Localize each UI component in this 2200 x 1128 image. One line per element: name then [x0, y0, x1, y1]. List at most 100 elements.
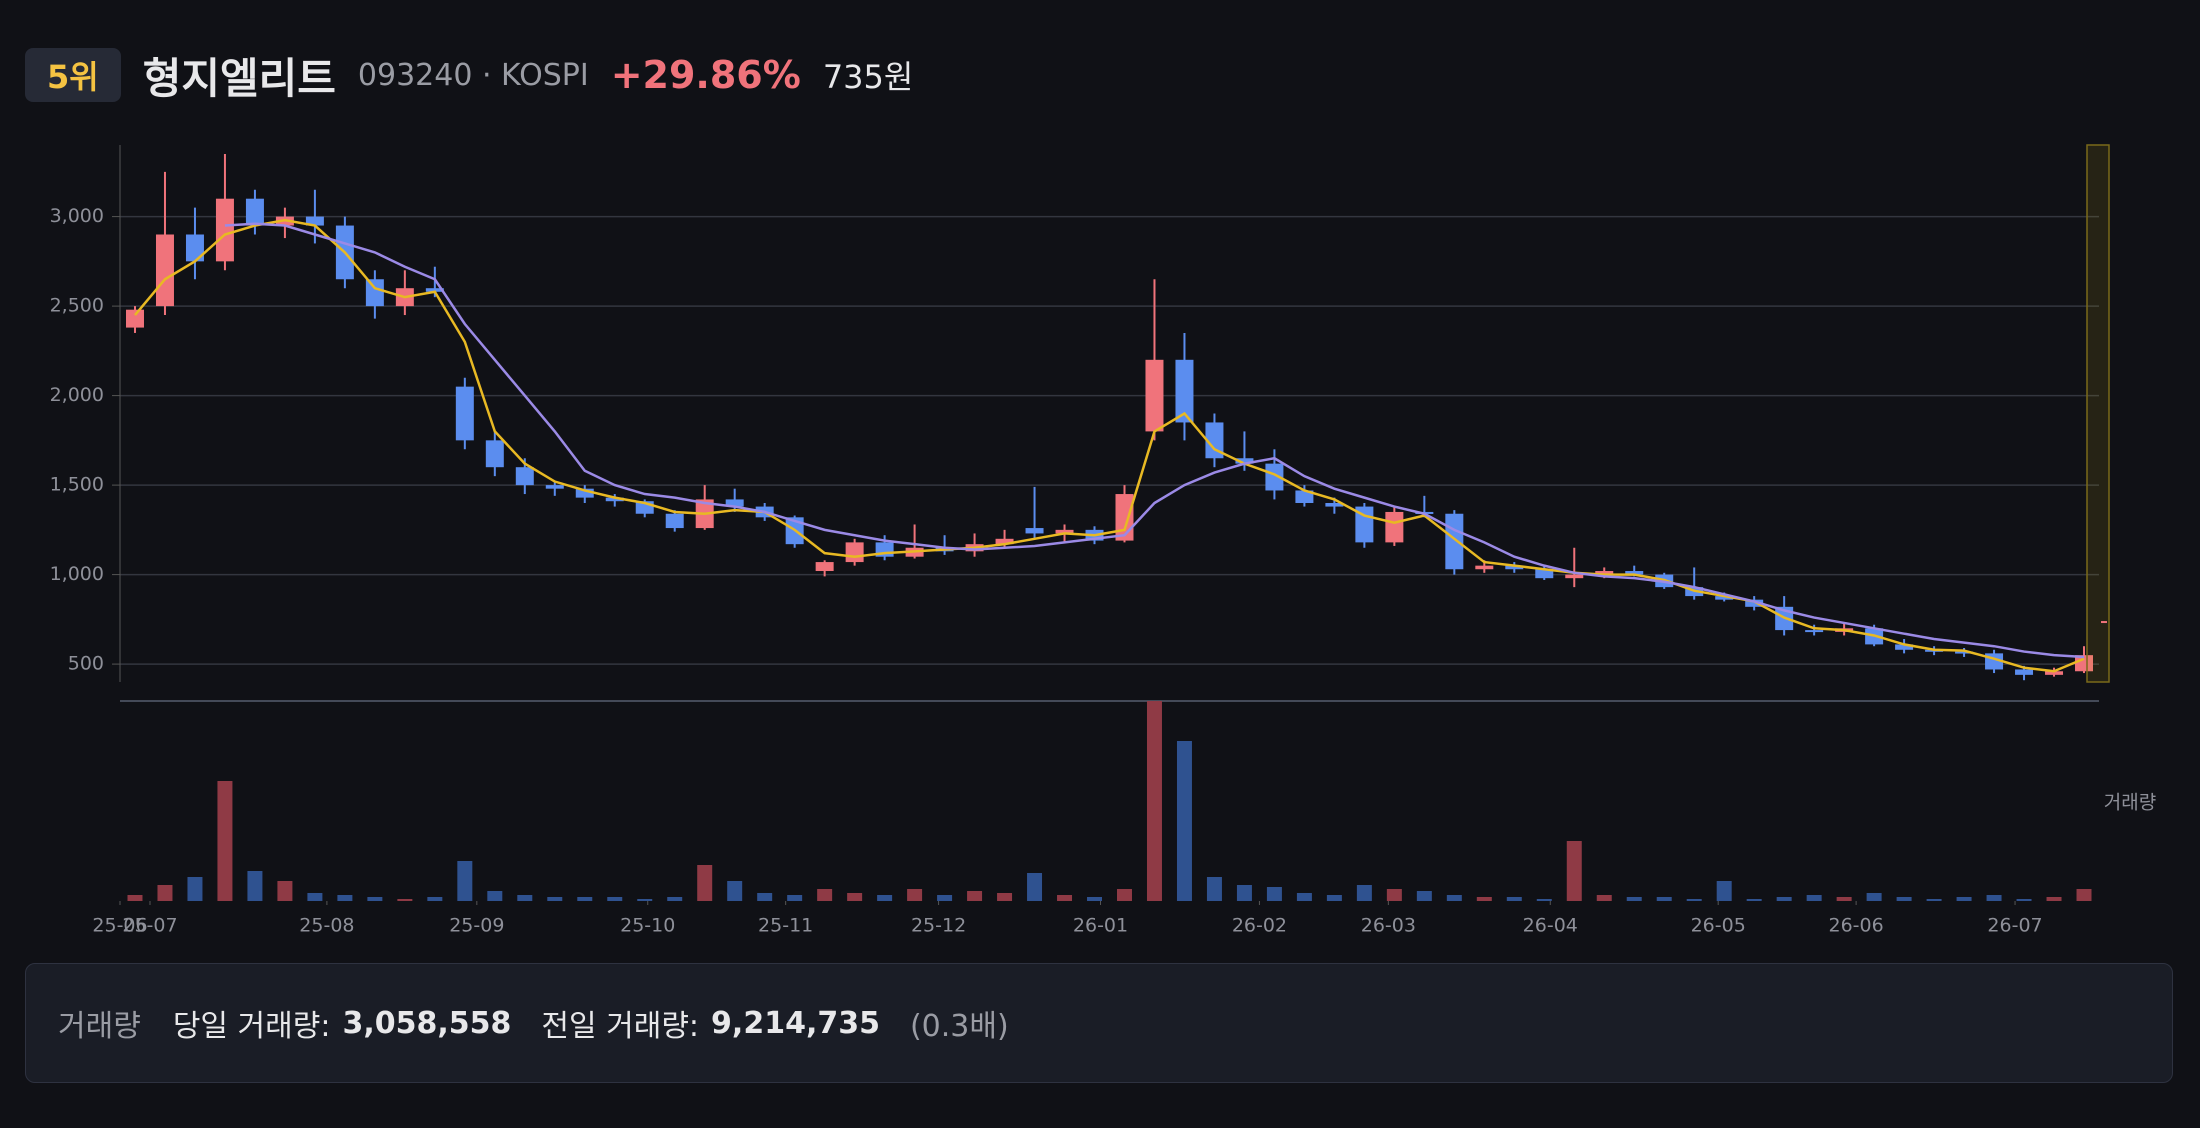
header: 5위 형지엘리트 093240 · KOSPI +29.86% 735원: [25, 48, 914, 103]
candle-body: [365, 279, 384, 307]
volume-bar: [1476, 897, 1492, 901]
stock-code: 093240 · KOSPI: [357, 57, 589, 93]
x-tick-label: 25-08: [299, 915, 354, 937]
candle-body: [125, 309, 144, 328]
volume-bar: [667, 897, 683, 901]
volume-bar: [1266, 887, 1282, 901]
candle-body: [1475, 565, 1494, 570]
volume-bar: [817, 889, 833, 901]
volume-bar: [1596, 895, 1612, 901]
candle-body: [1025, 528, 1044, 534]
x-tick-label: 26-05: [1691, 915, 1746, 937]
candle-body: [1535, 569, 1554, 579]
volume-bar: [397, 899, 413, 901]
volume-bar: [1057, 895, 1073, 901]
today-label: 당일 거래량:: [172, 1009, 331, 1044]
x-tick-label: 26-07: [1987, 915, 2042, 937]
volume-bar: [1087, 897, 1103, 901]
volume-bar: [1146, 701, 1162, 901]
volume-label: 거래량: [2104, 792, 2156, 814]
x-tick-label: 26-04: [1523, 915, 1578, 937]
volume-bar: [1626, 897, 1642, 901]
change-rate: +29.86%: [610, 53, 801, 97]
candle-body: [215, 198, 234, 262]
volume-bar: [1866, 893, 1882, 901]
y-tick-label: 1,000: [50, 563, 104, 585]
volume-bar: [1896, 897, 1912, 901]
candle-body: [545, 485, 564, 489]
candle-body: [1235, 458, 1254, 464]
current-range: [2086, 144, 2110, 683]
candle-body: [1805, 630, 1824, 633]
price: 735원: [822, 58, 914, 96]
candle-body: [425, 288, 444, 292]
volume-bar: [187, 877, 203, 901]
candle-body: [995, 538, 1014, 545]
volume-bar: [547, 897, 563, 901]
candle-body: [1895, 644, 1914, 650]
volume-bar: [2016, 899, 2032, 901]
candle-body: [1175, 359, 1194, 423]
prev-label: 전일 거래량:: [541, 1009, 700, 1044]
candle-body: [1715, 596, 1734, 600]
volume-bar: [217, 781, 233, 901]
candle-body: [155, 234, 174, 307]
volume-bar: [2076, 889, 2092, 901]
volume-bar: [1986, 895, 2002, 901]
candle-body: [1145, 359, 1164, 432]
volume-bar: [1536, 899, 1552, 901]
volume-bar: [1686, 899, 1702, 901]
volume-bar: [727, 881, 743, 901]
candle-body: [2075, 655, 2094, 672]
candle-body: [1955, 651, 1974, 654]
volume-bar: [1776, 897, 1792, 901]
x-tick-label: 25-06: [92, 915, 147, 937]
candle-body: [605, 497, 624, 502]
volume-bar: [1656, 897, 1672, 901]
x-tick-label: 26-01: [1073, 915, 1128, 937]
panel-label: 거래량: [58, 1009, 141, 1044]
x-tick-label: 25-11: [758, 915, 813, 937]
candle-body: [2045, 671, 2064, 675]
candle-body: [845, 542, 864, 563]
y-tick-label: 1,500: [50, 474, 104, 496]
today-volume: 3,058,558: [342, 1005, 512, 1041]
candle-body: [1625, 571, 1644, 575]
volume-bar: [1836, 897, 1852, 901]
candle-body: [515, 467, 534, 486]
volume-bar: [2046, 897, 2062, 901]
volume-bar: [367, 897, 383, 901]
volume-bar: [487, 891, 503, 901]
candle-body: [455, 386, 474, 441]
x-tick-label: 26-02: [1232, 915, 1287, 937]
volume-bar: [1716, 881, 1732, 901]
candle-body: [815, 562, 834, 572]
chart: 거래량 5001,0001,5002,0002,5003,00025-0625-…: [50, 144, 2156, 937]
volume-bar: [1356, 885, 1372, 901]
candle-body: [1265, 463, 1284, 491]
candle-body: [665, 513, 684, 529]
volume-bar: [157, 885, 173, 901]
volume-bar: [907, 889, 923, 901]
volume-bar: [847, 893, 863, 901]
volume-bar: [1806, 895, 1822, 901]
ma-line: [224, 222, 2085, 659]
x-tick-label: 26-06: [1829, 915, 1884, 937]
volume-bar: [517, 895, 533, 901]
volume-bar: [997, 893, 1013, 901]
candle-body: [1385, 511, 1404, 543]
volume-bar: [937, 895, 953, 901]
candle-body: [1505, 565, 1524, 570]
volume-bar: [637, 899, 653, 901]
volume-bar: [247, 871, 263, 901]
volume-bar: [1926, 899, 1942, 901]
volume-bar: [1746, 899, 1762, 901]
volume-bar: [1416, 891, 1432, 901]
candle-body: [725, 499, 744, 507]
volume-bar: [337, 895, 353, 901]
volume-bar: [697, 865, 713, 901]
x-tick-label: 25-09: [449, 915, 504, 937]
candle-body: [1295, 490, 1314, 503]
rank-badge: 5위: [25, 48, 121, 102]
volume-bar: [607, 897, 623, 901]
